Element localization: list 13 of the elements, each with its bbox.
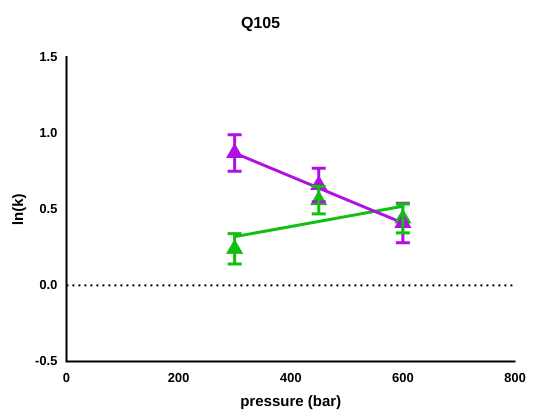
y-axis-title: ln(k) bbox=[10, 193, 28, 226]
y-tick-label: 1.0 bbox=[39, 124, 58, 140]
chart-title: Q105 bbox=[240, 15, 280, 32]
y-tick-label: 0.0 bbox=[39, 276, 58, 292]
x-tick-label: 400 bbox=[280, 370, 302, 385]
x-tick-label: 200 bbox=[168, 370, 190, 385]
y-tick-label: 1.5 bbox=[39, 48, 58, 64]
y-tick-label: -0.5 bbox=[34, 352, 58, 368]
x-tick-label: 0 bbox=[62, 370, 70, 385]
x-tick-label: 800 bbox=[504, 370, 526, 385]
x-axis-title: pressure (bar) bbox=[240, 393, 342, 410]
y-tick-label: 0.5 bbox=[39, 200, 58, 216]
x-tick-label: 600 bbox=[392, 370, 414, 385]
